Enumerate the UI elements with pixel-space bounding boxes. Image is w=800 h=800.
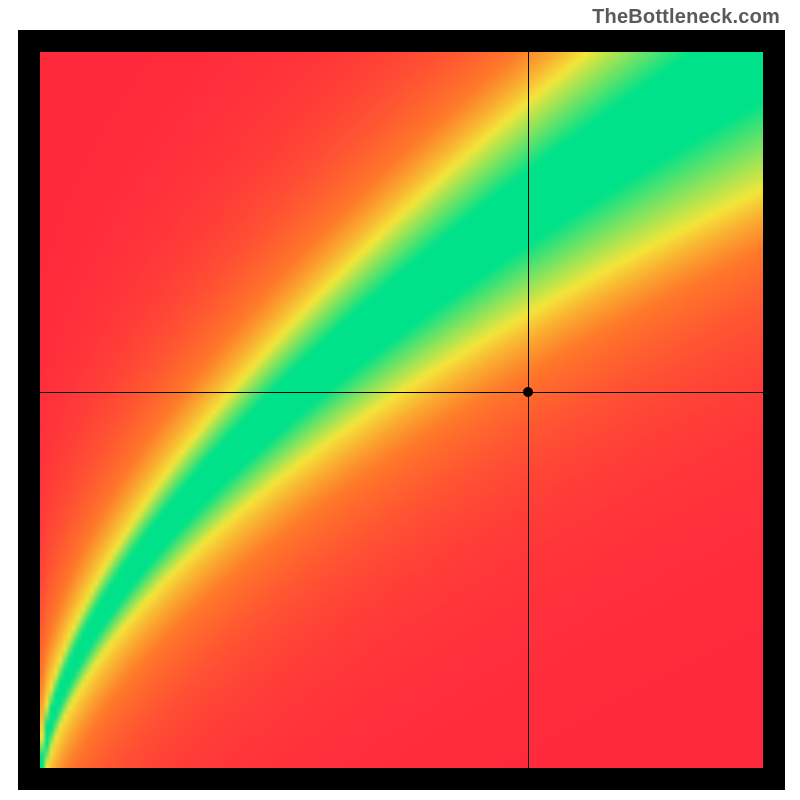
plot-area	[40, 52, 763, 768]
plot-frame	[18, 30, 785, 790]
watermark-text: TheBottleneck.com	[592, 6, 780, 29]
selection-marker[interactable]	[523, 387, 533, 397]
crosshair-horizontal	[40, 392, 763, 393]
heatmap-canvas	[40, 52, 763, 768]
crosshair-vertical	[528, 52, 529, 768]
